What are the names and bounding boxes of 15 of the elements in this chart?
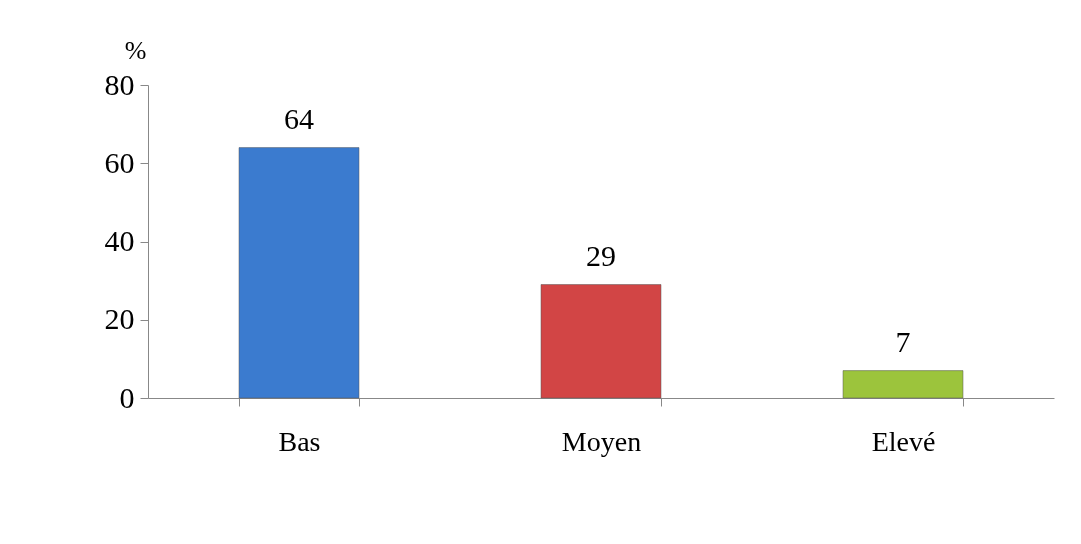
bar bbox=[842, 370, 964, 399]
data-label: 64 bbox=[284, 101, 314, 135]
y-tick-label: 80 bbox=[104, 67, 135, 101]
x-tick-label: Elevé bbox=[871, 425, 936, 457]
data-label: 7 bbox=[895, 324, 911, 358]
y-axis-title: % bbox=[124, 35, 147, 65]
x-tick-label: Bas bbox=[278, 425, 321, 457]
y-tick-label: 20 bbox=[104, 302, 135, 336]
x-tick-label: Moyen bbox=[561, 425, 642, 457]
bar bbox=[540, 284, 662, 399]
y-tick-label: 60 bbox=[104, 145, 135, 179]
y-tick-label: 40 bbox=[104, 224, 135, 257]
y-tick-label: 0 bbox=[119, 380, 135, 414]
bar bbox=[238, 147, 360, 399]
data-label: 29 bbox=[586, 238, 616, 272]
